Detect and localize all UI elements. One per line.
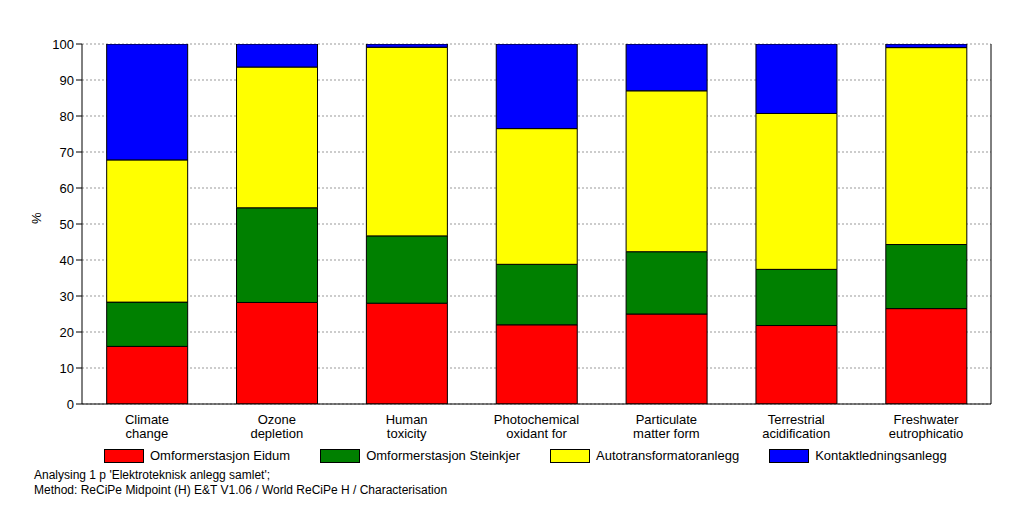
html-text:Omformerstasjon Eidum: Omformerstasjon Eidum bbox=[150, 448, 291, 463]
html-text:Autotransformatoranlegg: Autotransformatoranlegg bbox=[596, 448, 740, 463]
html-text:Kontaktledningsanlegg: Kontaktledningsanlegg bbox=[815, 448, 947, 463]
svg-text:Photochemicaloxidant for: Photochemicaloxidant for bbox=[494, 412, 579, 441]
html-text:Omformerstasjon Steinkjer: Omformerstasjon Steinkjer bbox=[366, 448, 520, 463]
svg-text:Particulatematter form: Particulatematter form bbox=[633, 412, 699, 441]
svg-text:Ozonedepletion: Ozonedepletion bbox=[250, 412, 303, 441]
svg-text:Freshwatereutrophicatio: Freshwatereutrophicatio bbox=[889, 412, 963, 441]
svg-text:50: 50 bbox=[60, 217, 74, 232]
html-text:Method: ReCiPe Midpoint (H) E&: Method: ReCiPe Midpoint (H) E&T V1.06 / … bbox=[34, 483, 448, 497]
svg-text:30: 30 bbox=[60, 289, 74, 304]
svg-text:Climatechange: Climatechange bbox=[125, 412, 169, 441]
svg-text:90: 90 bbox=[60, 73, 74, 88]
html-text:Analysing 1 p 'Elektroteknisk: Analysing 1 p 'Elektroteknisk anlegg sam… bbox=[34, 468, 270, 482]
svg-text:20: 20 bbox=[60, 325, 74, 340]
svg-text:70: 70 bbox=[60, 145, 74, 160]
svg-text:%: % bbox=[29, 212, 44, 224]
svg-text:Terrestrialacidification: Terrestrialacidification bbox=[762, 412, 830, 441]
svg-text:Humantoxicity: Humantoxicity bbox=[386, 412, 428, 441]
svg-text:100: 100 bbox=[52, 37, 74, 52]
svg-text:10: 10 bbox=[60, 361, 74, 376]
svg-text:0: 0 bbox=[67, 397, 74, 412]
svg-text:80: 80 bbox=[60, 109, 74, 124]
svg-text:60: 60 bbox=[60, 181, 74, 196]
svg-text:40: 40 bbox=[60, 253, 74, 268]
